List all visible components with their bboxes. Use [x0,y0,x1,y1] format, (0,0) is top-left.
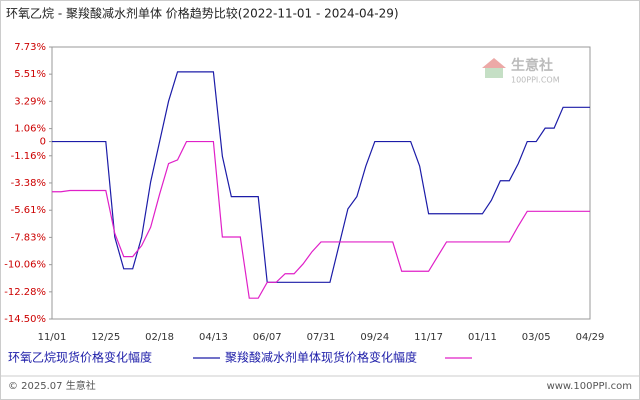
x-tick-label: 02/18 [145,332,174,343]
chart-title: 环氧乙烷 - 聚羧酸减水剂单体 价格趋势比较(2022-11-01 - 2024… [6,6,399,21]
watermark: 生意社 100PPI.COM [482,57,560,85]
y-tick-label: -10.06% [4,260,46,271]
y-tick-label: 0 [40,137,46,148]
y-tick-label: -1.16% [11,151,46,162]
footer-left: © 2025.07 生意社 [8,379,96,392]
x-tick-label: 06/07 [253,332,282,343]
watermark-sub: 100PPI.COM [511,76,560,85]
x-tick-label: 01/11 [468,332,497,343]
x-tick-label: 04/29 [576,332,605,343]
x-tick-label: 03/05 [522,332,551,343]
y-tick-label: -3.38% [11,178,46,189]
legend-label: 聚羧酸减水剂单体现货价格变化幅度 [225,350,417,365]
series-line [52,71,590,283]
footer-right: www.100PPI.com [547,381,632,392]
y-tick-label: 1.06% [14,124,46,135]
watermark-text: 生意社 [511,57,553,74]
x-tick-label: 11/01 [38,332,67,343]
y-tick-label: -5.61% [11,205,46,216]
plot-area [51,46,591,320]
y-tick-label: 3.29% [14,96,46,107]
x-tick-label: 07/31 [307,332,336,343]
x-tick-label: 11/17 [414,332,443,343]
series-line [52,140,590,299]
watermark-icon [485,68,503,78]
y-tick-label: -12.28% [4,287,46,298]
watermark-icon [482,58,506,68]
y-tick-label: 5.51% [14,69,46,80]
x-tick-label: 12/25 [91,332,120,343]
x-tick-label: 09/24 [360,332,389,343]
legend-label: 环氧乙烷现货价格变化幅度 [8,350,152,365]
y-tick-label: -14.50% [4,314,46,325]
y-tick-label: 7.73% [14,42,46,53]
x-tick-label: 04/13 [199,332,228,343]
y-tick-label: -7.83% [11,232,46,243]
